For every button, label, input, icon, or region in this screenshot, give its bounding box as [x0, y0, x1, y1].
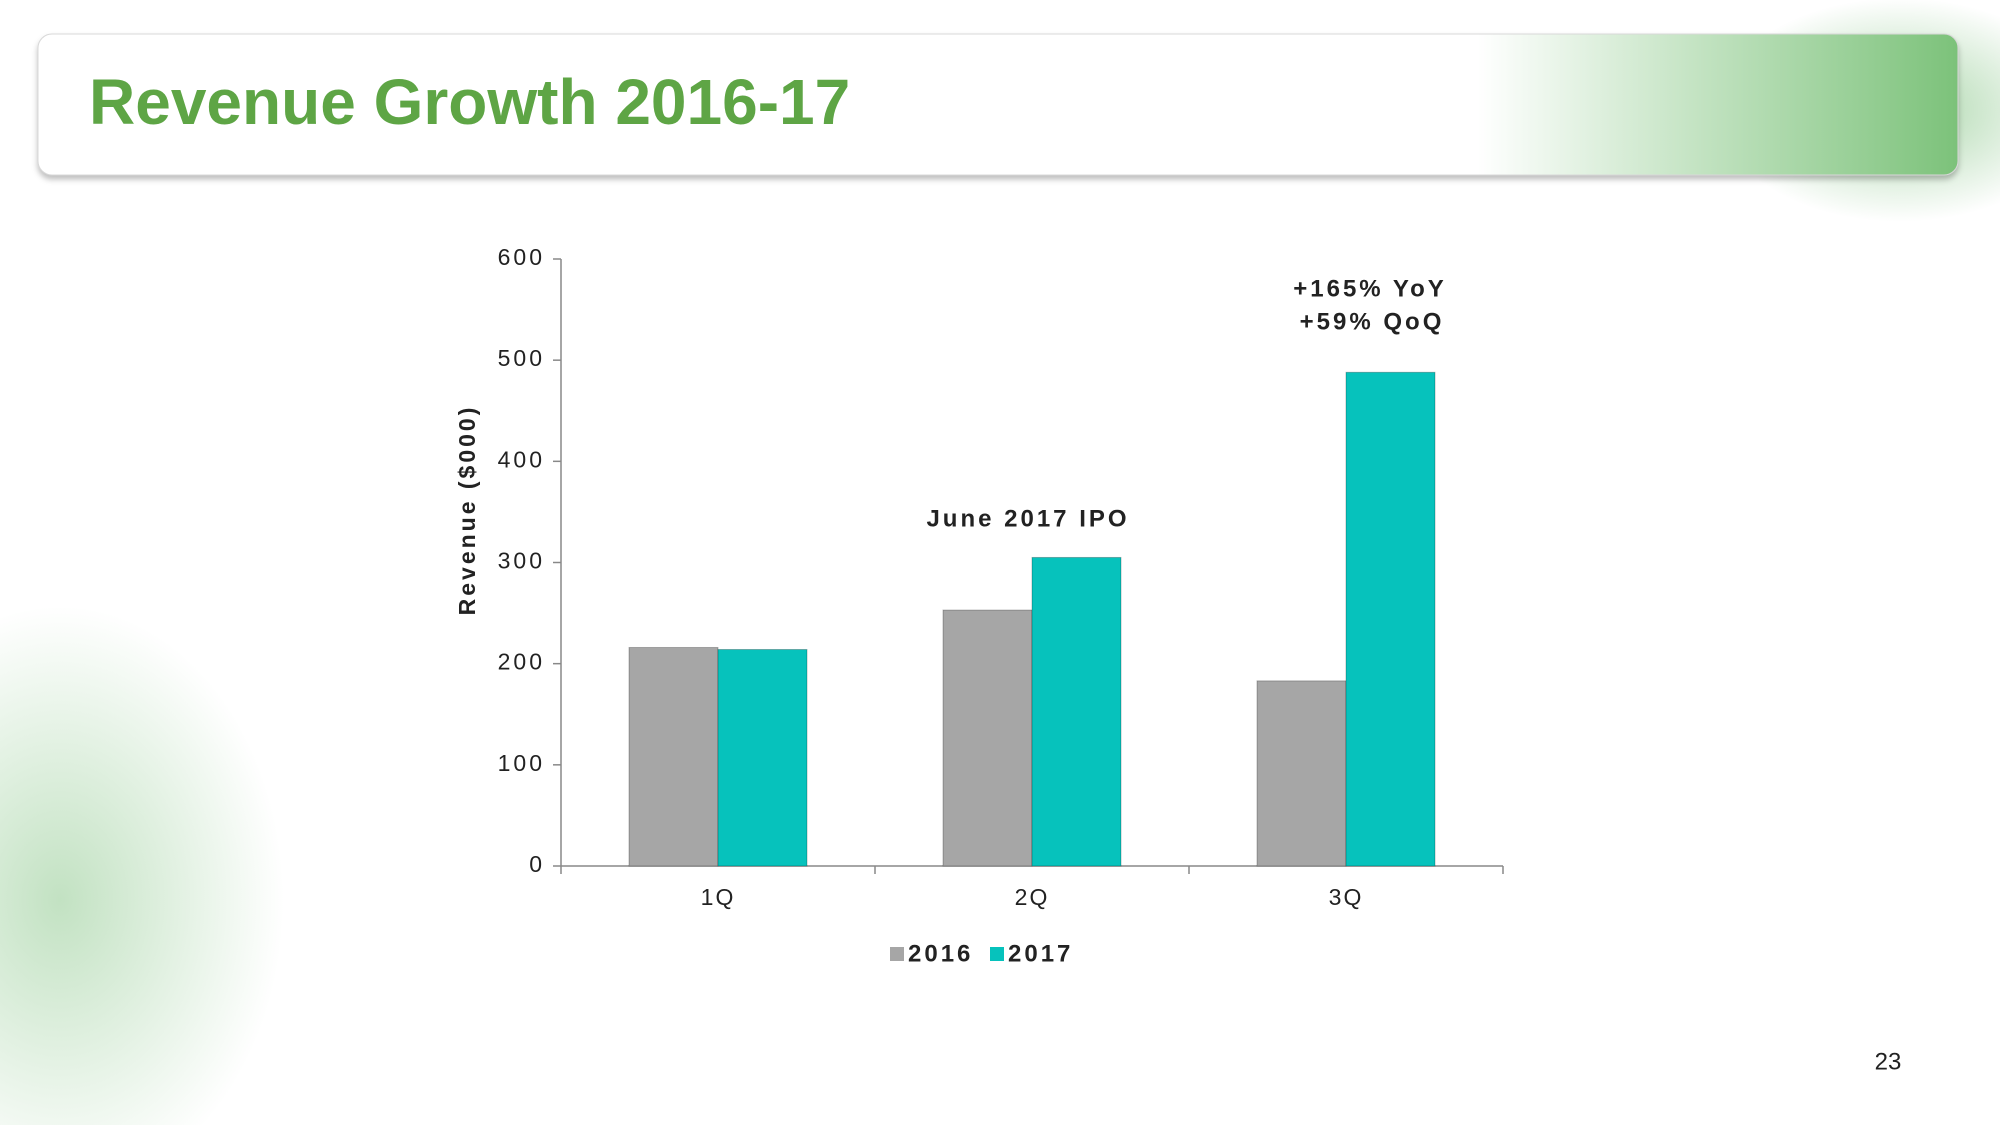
annotation: +59% QoQ — [1300, 308, 1445, 335]
bar — [628, 646, 719, 867]
x-tick-label: 1Q — [701, 884, 736, 910]
bar — [1031, 556, 1122, 867]
legend-swatch — [890, 947, 904, 961]
x-tick-label: 3Q — [1329, 884, 1364, 910]
header-box — [37, 33, 1959, 176]
y-tick-label: 100 — [498, 750, 545, 776]
y-tick-label: 400 — [498, 446, 545, 472]
bar — [942, 609, 1033, 867]
page-number: 23 — [1875, 1048, 1902, 1075]
legend-swatch — [990, 947, 1004, 961]
bar — [1256, 680, 1347, 867]
y-tick-label: 200 — [498, 649, 545, 675]
legend-label: 2017 — [1008, 940, 1073, 967]
y-tick-label: 0 — [529, 851, 545, 877]
y-tick-label: 500 — [498, 345, 545, 371]
y-tick-label: 300 — [498, 548, 545, 574]
annotation: June 2017 IPO — [926, 505, 1129, 532]
legend-label: 2016 — [908, 940, 973, 967]
annotation: +165% YoY — [1293, 275, 1447, 302]
y-axis-label: Revenue ($000) — [454, 405, 480, 616]
y-tick-label: 600 — [498, 244, 545, 270]
chart-title: Revenue Growth 2016-17 — [89, 66, 850, 138]
bar — [1345, 371, 1436, 867]
bar — [717, 649, 808, 867]
x-tick-label: 2Q — [1015, 884, 1050, 910]
